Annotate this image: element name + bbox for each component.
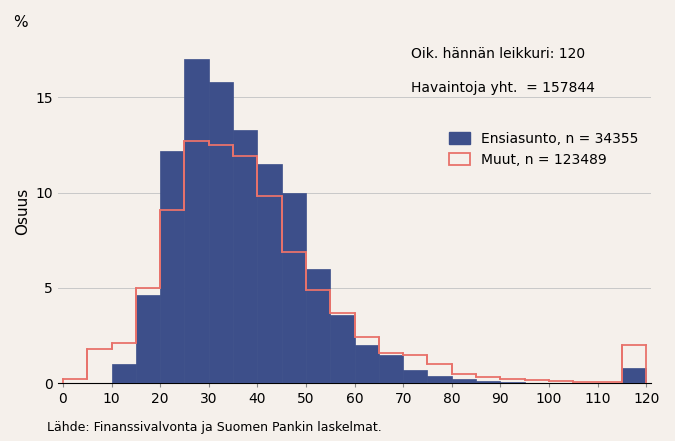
Text: Lähde: Finanssivalvonta ja Suomen Pankin laskelmat.: Lähde: Finanssivalvonta ja Suomen Pankin… [47,422,382,434]
Bar [427,375,452,383]
Bar [233,130,257,383]
Bar [209,82,233,383]
Bar [403,370,427,383]
Bar [452,379,476,383]
Legend: Ensiasunto, n = 34355, Muut, n = 123489: Ensiasunto, n = 34355, Muut, n = 123489 [443,126,644,172]
Text: Oik. hännän leikkuri: 120: Oik. hännän leikkuri: 120 [411,47,585,61]
Bar [379,355,403,383]
Bar [306,269,330,383]
Text: %: % [14,15,28,30]
Bar [330,314,354,383]
Bar [257,164,281,383]
Bar [281,193,306,383]
Text: Havaintoja yht.  = 157844: Havaintoja yht. = 157844 [411,81,595,95]
Bar [136,295,160,383]
Bar [476,381,500,383]
Bar [111,364,136,383]
Bar [500,382,524,383]
Bar [622,368,646,383]
Bar [524,382,549,383]
Bar [160,151,184,383]
Bar [354,345,379,383]
Bar [184,59,209,383]
Y-axis label: Osuus: Osuus [15,188,30,235]
